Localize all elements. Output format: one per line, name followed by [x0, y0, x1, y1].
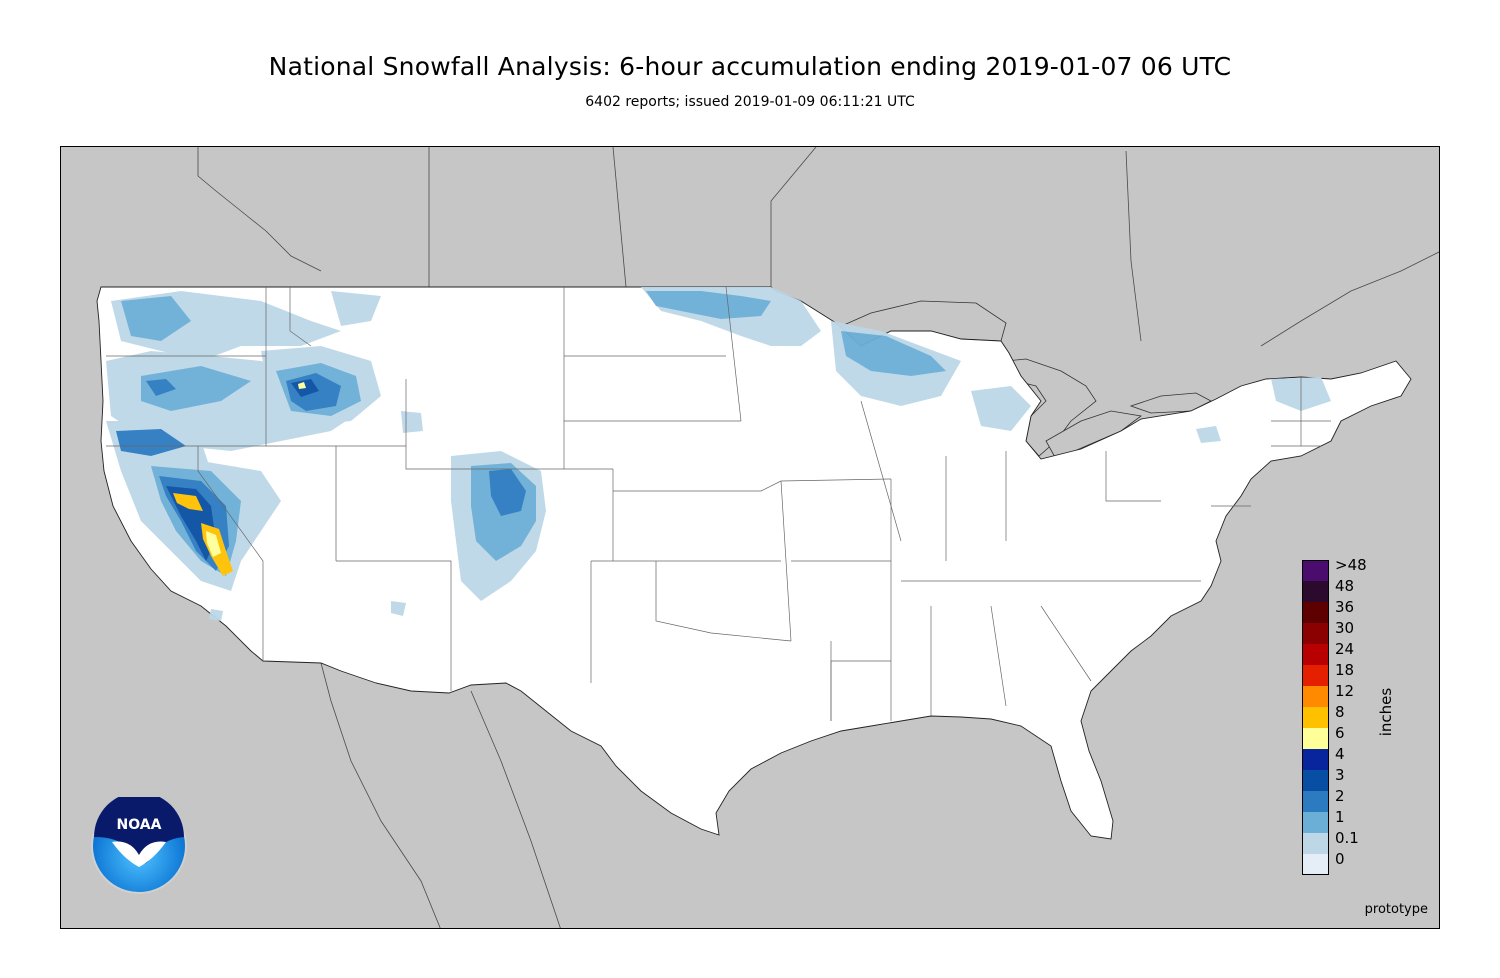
legend-swatch [1302, 665, 1329, 686]
legend-swatch [1302, 770, 1329, 791]
map-frame [60, 146, 1440, 929]
legend-label: 2 [1335, 787, 1345, 805]
legend-units-label: inches [1377, 687, 1395, 737]
legend-swatch [1302, 707, 1329, 728]
legend-label: 0.1 [1335, 829, 1359, 847]
map-title: National Snowfall Analysis: 6-hour accum… [268, 52, 1232, 81]
map-subtitle: 6402 reports; issued 2019-01-09 06:11:21… [585, 94, 915, 110]
legend-swatch [1302, 812, 1329, 833]
legend: >48 48 36 30 24 18 12 8 6 4 3 2 1 0.1 0 [1302, 556, 1382, 880]
legend-label: 1 [1335, 808, 1345, 826]
legend-swatch [1302, 749, 1329, 770]
legend-swatch [1302, 728, 1329, 749]
legend-label: 48 [1335, 577, 1355, 595]
legend-swatch [1302, 581, 1329, 602]
legend-swatch [1302, 602, 1329, 623]
legend-label: 3 [1335, 766, 1345, 784]
legend-label: 36 [1335, 598, 1355, 616]
legend-label: 18 [1335, 661, 1355, 679]
noaa-logo-icon: NOAA [91, 797, 187, 894]
legend-swatch [1302, 854, 1329, 875]
prototype-stamp: prototype [1364, 902, 1428, 917]
legend-swatch [1302, 686, 1329, 707]
legend-label: 30 [1335, 619, 1355, 637]
legend-label: 0 [1335, 850, 1345, 868]
legend-label: 24 [1335, 640, 1355, 658]
legend-label: 4 [1335, 745, 1345, 763]
legend-swatch [1302, 791, 1329, 812]
snowfall-map [96, 147, 1439, 928]
legend-swatch [1302, 560, 1329, 581]
snowfall-shading [106, 287, 1331, 621]
legend-label: >48 [1335, 556, 1367, 574]
legend-swatch [1302, 644, 1329, 665]
legend-label: 6 [1335, 724, 1345, 742]
legend-swatch [1302, 623, 1329, 644]
legend-label: 8 [1335, 703, 1345, 721]
legend-swatch [1302, 833, 1329, 854]
conus-land [96, 286, 1412, 840]
logo-text: NOAA [117, 817, 162, 833]
legend-label: 12 [1335, 682, 1355, 700]
